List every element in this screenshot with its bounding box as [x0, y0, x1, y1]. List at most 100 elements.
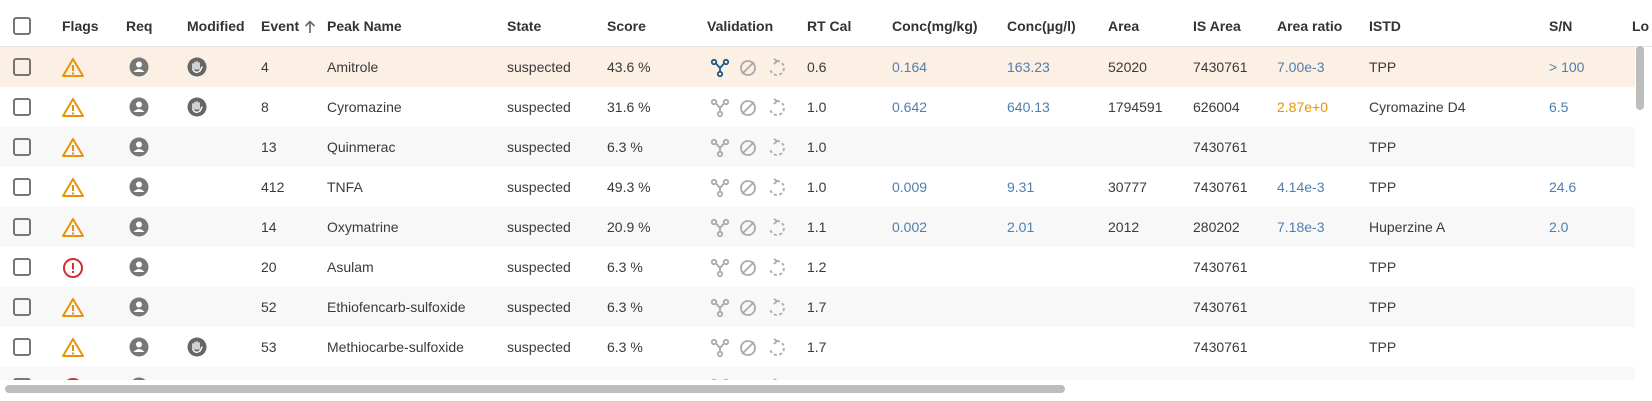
validate-icon[interactable]	[708, 376, 732, 380]
row-checkbox[interactable]	[10, 215, 34, 239]
cell-text: TPP	[1369, 339, 1397, 355]
cell-text: suspected	[507, 219, 571, 235]
column-header[interactable]: Flags	[62, 18, 99, 34]
reset-icon[interactable]	[765, 136, 789, 160]
cell-text: 8	[261, 99, 269, 115]
cell-text: TPP	[1369, 379, 1396, 380]
table-row[interactable]: 81 Phorate-oxon-sulfone suspected 88.6 % 0.5…	[0, 367, 1635, 380]
cell-text: 2.87e+0	[1277, 99, 1328, 115]
reject-icon[interactable]	[736, 216, 760, 240]
cell-text: 30777	[1108, 179, 1147, 195]
cell-text: 14	[261, 219, 277, 235]
table-row[interactable]: 53 Methiocarbe-sulfoxide suspected 6.3 % 1.7…	[0, 327, 1635, 367]
table-row[interactable]: 52 Ethiofencarb-sulfoxide suspected 6.3 % 1.…	[0, 287, 1635, 327]
cell-text: 2.0	[1549, 219, 1569, 235]
column-header[interactable]: Lo	[1632, 18, 1650, 34]
table-row[interactable]: 13 Quinmerac suspected 6.3 % 1.0 7430761 TPP	[0, 127, 1635, 167]
validate-icon[interactable]	[708, 296, 732, 320]
reject-icon[interactable]	[736, 56, 760, 80]
cell-text: TPP	[1369, 59, 1397, 75]
cell-text: 1.7	[807, 339, 827, 355]
reset-icon[interactable]	[765, 216, 789, 240]
cell-text: 7430761	[1193, 379, 1248, 380]
column-header[interactable]: Conc(mg/kg)	[892, 18, 978, 34]
cell-text: suspected	[507, 179, 571, 195]
cell-text: 1.0	[807, 99, 827, 115]
cell-text: 626004	[1193, 99, 1240, 115]
row-checkbox[interactable]	[10, 295, 34, 319]
cell-text: 52020	[1108, 59, 1147, 75]
cell-text: 49.3 %	[607, 179, 651, 195]
validate-icon[interactable]	[708, 136, 732, 160]
validate-icon[interactable]	[708, 176, 732, 200]
modified-icon	[185, 55, 209, 79]
column-header[interactable]: Validation	[707, 18, 774, 34]
column-header[interactable]: RT Cal	[807, 18, 852, 34]
cell-text: Asulam	[327, 259, 374, 275]
validate-icon[interactable]	[708, 56, 732, 80]
table-body: 4 Amitrole suspected 43.6 % 0.6 0.164 163.23 52…	[0, 47, 1652, 380]
row-checkbox[interactable]	[10, 55, 34, 79]
cell-text: 7.18e-3	[1277, 219, 1325, 235]
cell-text: 6.3 %	[607, 259, 643, 275]
reject-icon[interactable]	[736, 256, 760, 280]
table-row[interactable]: 4 Amitrole suspected 43.6 % 0.6 0.164 163.23 52…	[0, 47, 1635, 87]
reset-icon[interactable]	[765, 336, 789, 360]
horizontal-scrollbar[interactable]	[5, 385, 1065, 393]
validate-icon[interactable]	[708, 96, 732, 120]
table-row[interactable]: 20 Asulam suspected 6.3 % 1.2 7430761 TPP	[0, 247, 1635, 287]
column-header[interactable]: Modified	[187, 18, 245, 34]
cell-text: Cyromazine	[327, 99, 402, 115]
row-checkbox[interactable]	[10, 375, 34, 380]
cell-text: 2.01	[1007, 219, 1035, 235]
column-header[interactable]: Conc(µg/l)	[1007, 18, 1076, 34]
row-checkbox[interactable]	[10, 335, 34, 359]
column-header[interactable]: Peak Name	[327, 18, 402, 34]
reset-icon[interactable]	[765, 176, 789, 200]
table-row[interactable]: 412 TNFA suspected 49.3 % 1.0 0.009 9.31 30777 7…	[0, 167, 1635, 207]
validate-icon[interactable]	[708, 336, 732, 360]
cell-text: 6.3 %	[607, 299, 643, 315]
column-header[interactable]: Area ratio	[1277, 18, 1343, 34]
cell-text: Amitrole	[327, 59, 379, 75]
column-header[interactable]: State	[507, 18, 542, 34]
reset-icon[interactable]	[765, 296, 789, 320]
warning-flag	[61, 96, 85, 120]
row-checkbox[interactable]	[10, 255, 34, 279]
row-checkbox[interactable]	[10, 95, 34, 119]
column-header[interactable]: IS Area	[1193, 18, 1241, 34]
cell-text: 1.1	[807, 219, 827, 235]
reset-icon[interactable]	[765, 376, 789, 380]
vertical-scrollbar[interactable]	[1636, 46, 1644, 110]
reset-icon[interactable]	[765, 56, 789, 80]
reject-icon[interactable]	[736, 136, 760, 160]
reject-icon[interactable]	[736, 96, 760, 120]
request-icon	[127, 135, 151, 159]
table-row[interactable]: 8 Cyromazine suspected 31.6 % 1.0 0.642 640.13…	[0, 87, 1635, 127]
cell-text: 2012	[1108, 219, 1140, 235]
validate-icon[interactable]	[708, 256, 732, 280]
cell-text: 7430761	[1193, 339, 1248, 355]
reset-icon[interactable]	[765, 256, 789, 280]
reject-icon[interactable]	[736, 296, 760, 320]
validate-icon[interactable]	[708, 216, 732, 240]
request-icon	[127, 295, 151, 319]
row-checkbox[interactable]	[10, 175, 34, 199]
select-all-checkbox[interactable]	[10, 14, 34, 38]
column-header[interactable]: Event	[261, 18, 300, 34]
cell-text: 43.6 %	[607, 59, 651, 75]
column-header[interactable]: Area	[1108, 18, 1140, 34]
reset-icon[interactable]	[765, 96, 789, 120]
column-header[interactable]: Score	[607, 18, 646, 34]
column-header[interactable]: Req	[126, 18, 153, 34]
reject-icon[interactable]	[736, 376, 760, 380]
table-row[interactable]: 14 Oxymatrine suspected 20.9 % 1.1 0.002 2.01 2…	[0, 207, 1635, 247]
row-checkbox[interactable]	[10, 135, 34, 159]
column-header[interactable]: S/N	[1549, 18, 1573, 34]
column-header[interactable]: ISTD	[1369, 18, 1401, 34]
reject-icon[interactable]	[736, 176, 760, 200]
cell-text: > 100	[1549, 59, 1585, 75]
cell-text: 3.92e-5	[1277, 379, 1324, 380]
reject-icon[interactable]	[736, 336, 760, 360]
